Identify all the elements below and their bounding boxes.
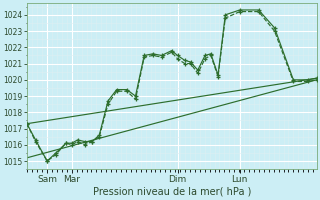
X-axis label: Pression niveau de la mer( hPa ): Pression niveau de la mer( hPa ) [92,187,251,197]
